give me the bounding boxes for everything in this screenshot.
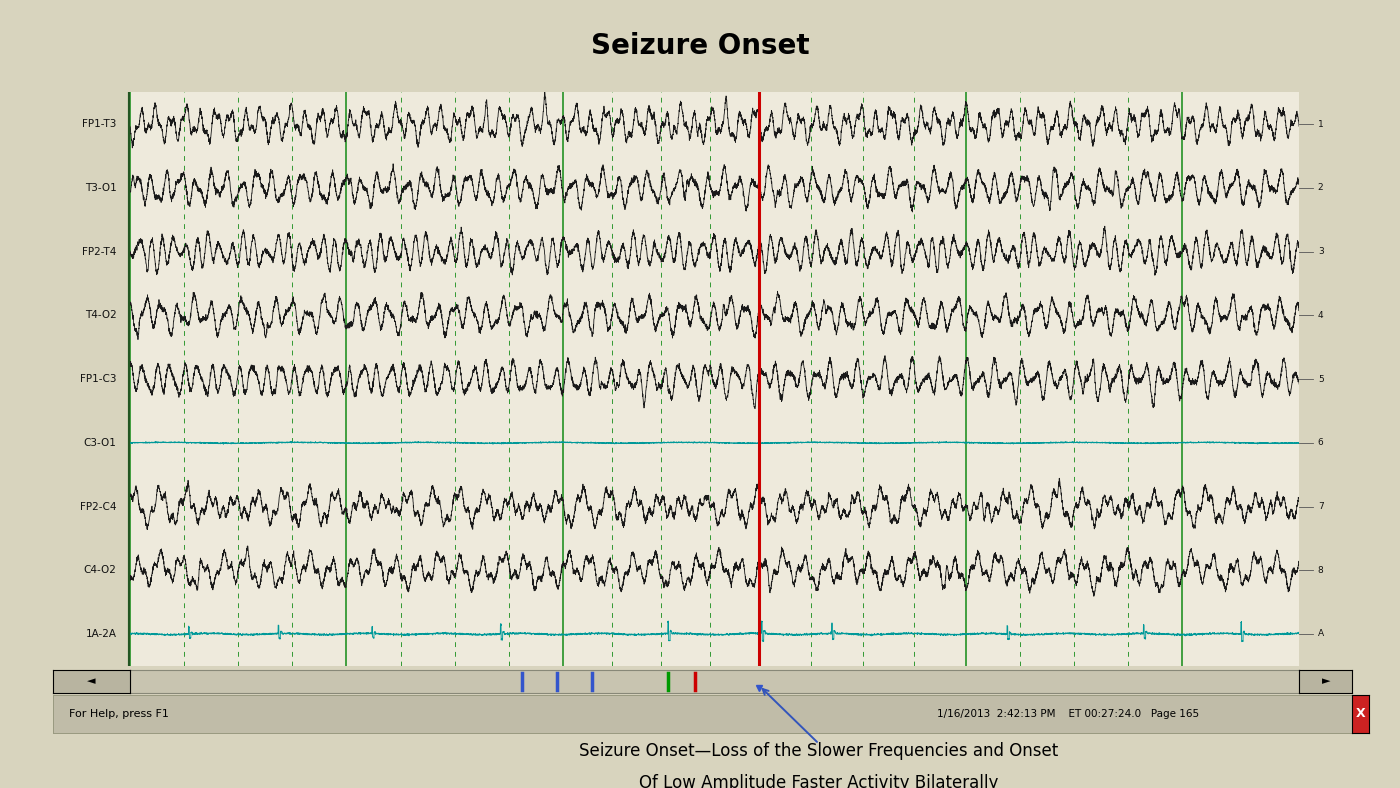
- Text: FP1-T3: FP1-T3: [83, 119, 116, 129]
- Text: Of Low Amplitude Faster Activity Bilaterally: Of Low Amplitude Faster Activity Bilater…: [640, 774, 998, 788]
- Text: FP2-T4: FP2-T4: [83, 247, 116, 257]
- Text: 7: 7: [1317, 502, 1323, 511]
- Text: 8: 8: [1317, 566, 1323, 574]
- Text: T3-O1: T3-O1: [84, 183, 116, 193]
- Text: 2: 2: [1317, 184, 1323, 192]
- Text: 4: 4: [1317, 310, 1323, 320]
- Text: A: A: [1317, 630, 1324, 638]
- Text: For Help, press F1: For Help, press F1: [69, 709, 168, 719]
- Text: ►: ►: [1322, 677, 1330, 686]
- Text: Seizure Onset: Seizure Onset: [591, 32, 809, 60]
- Text: C3-O1: C3-O1: [84, 438, 116, 448]
- Text: 6: 6: [1317, 438, 1323, 448]
- Text: FP1-C3: FP1-C3: [80, 374, 116, 384]
- Text: FP2-C4: FP2-C4: [80, 501, 116, 511]
- Text: 5: 5: [1317, 374, 1323, 384]
- Text: X: X: [1357, 708, 1365, 720]
- Text: 3: 3: [1317, 247, 1323, 256]
- Text: 1: 1: [1317, 120, 1323, 128]
- Text: T4-O2: T4-O2: [84, 310, 116, 320]
- Text: ◄: ◄: [87, 677, 97, 686]
- Text: 1A-2A: 1A-2A: [85, 629, 116, 639]
- Text: Seizure Onset—Loss of the Slower Frequencies and Onset: Seizure Onset—Loss of the Slower Frequen…: [580, 742, 1058, 760]
- Text: C4-O2: C4-O2: [84, 565, 116, 575]
- Text: 1/16/2013  2:42:13 PM    ET 00:27:24.0   Page 165: 1/16/2013 2:42:13 PM ET 00:27:24.0 Page …: [937, 709, 1198, 719]
